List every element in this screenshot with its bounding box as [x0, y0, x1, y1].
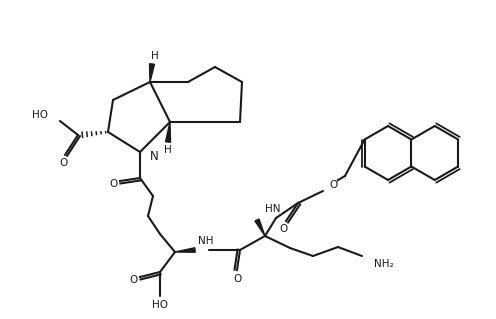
Text: O: O [130, 275, 138, 285]
Text: O: O [280, 224, 288, 234]
Polygon shape [175, 248, 195, 252]
Text: O: O [234, 274, 242, 284]
Text: HN: HN [265, 204, 281, 214]
Text: NH₂: NH₂ [374, 259, 394, 269]
Polygon shape [166, 122, 171, 142]
Text: NH: NH [198, 236, 214, 246]
Text: N: N [150, 150, 159, 162]
Text: O: O [109, 179, 117, 189]
Polygon shape [149, 64, 154, 82]
Text: H: H [164, 145, 172, 155]
Text: O: O [60, 158, 68, 168]
Text: H: H [151, 51, 159, 61]
Text: O: O [329, 180, 337, 190]
Polygon shape [255, 219, 265, 236]
Text: HO: HO [32, 110, 48, 120]
Text: HO: HO [152, 300, 168, 310]
